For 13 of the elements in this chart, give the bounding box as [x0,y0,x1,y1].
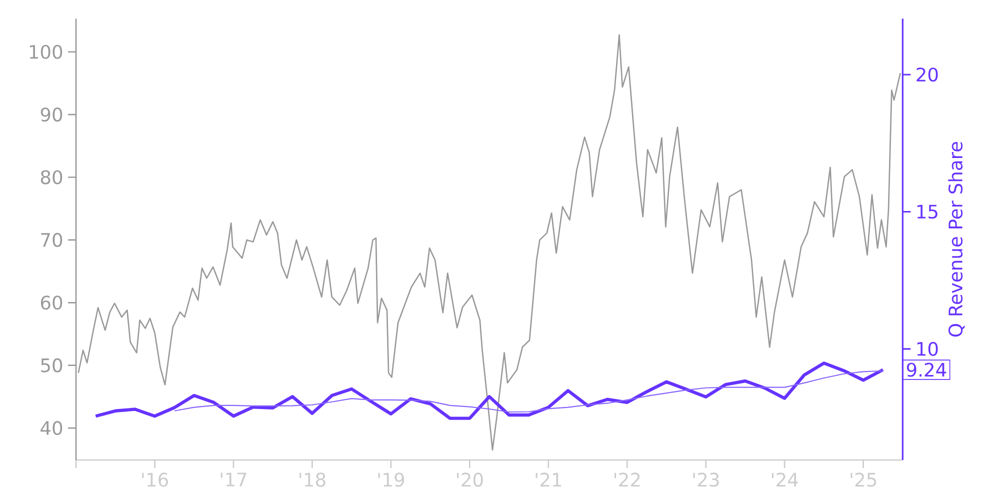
y-tick-label: 60 [40,296,62,310]
y2-tick-label: 20 [916,68,938,82]
y-tick-label: 100 [30,44,62,59]
y-tick-label: 70 [41,232,62,247]
y-tick-label: 80 [40,170,62,184]
line-series [94,362,885,420]
y-tick-label: 90 [40,108,62,122]
y2-axis-title: Q Revenue Per Share [948,142,965,337]
y-tick-label: 50 [41,358,62,372]
y2-tick-label: 15 [917,204,938,219]
data-label: 9.24 [906,362,946,377]
y2-tick-label: 10 [917,342,938,356]
y-tick-label: 40 [40,420,62,436]
